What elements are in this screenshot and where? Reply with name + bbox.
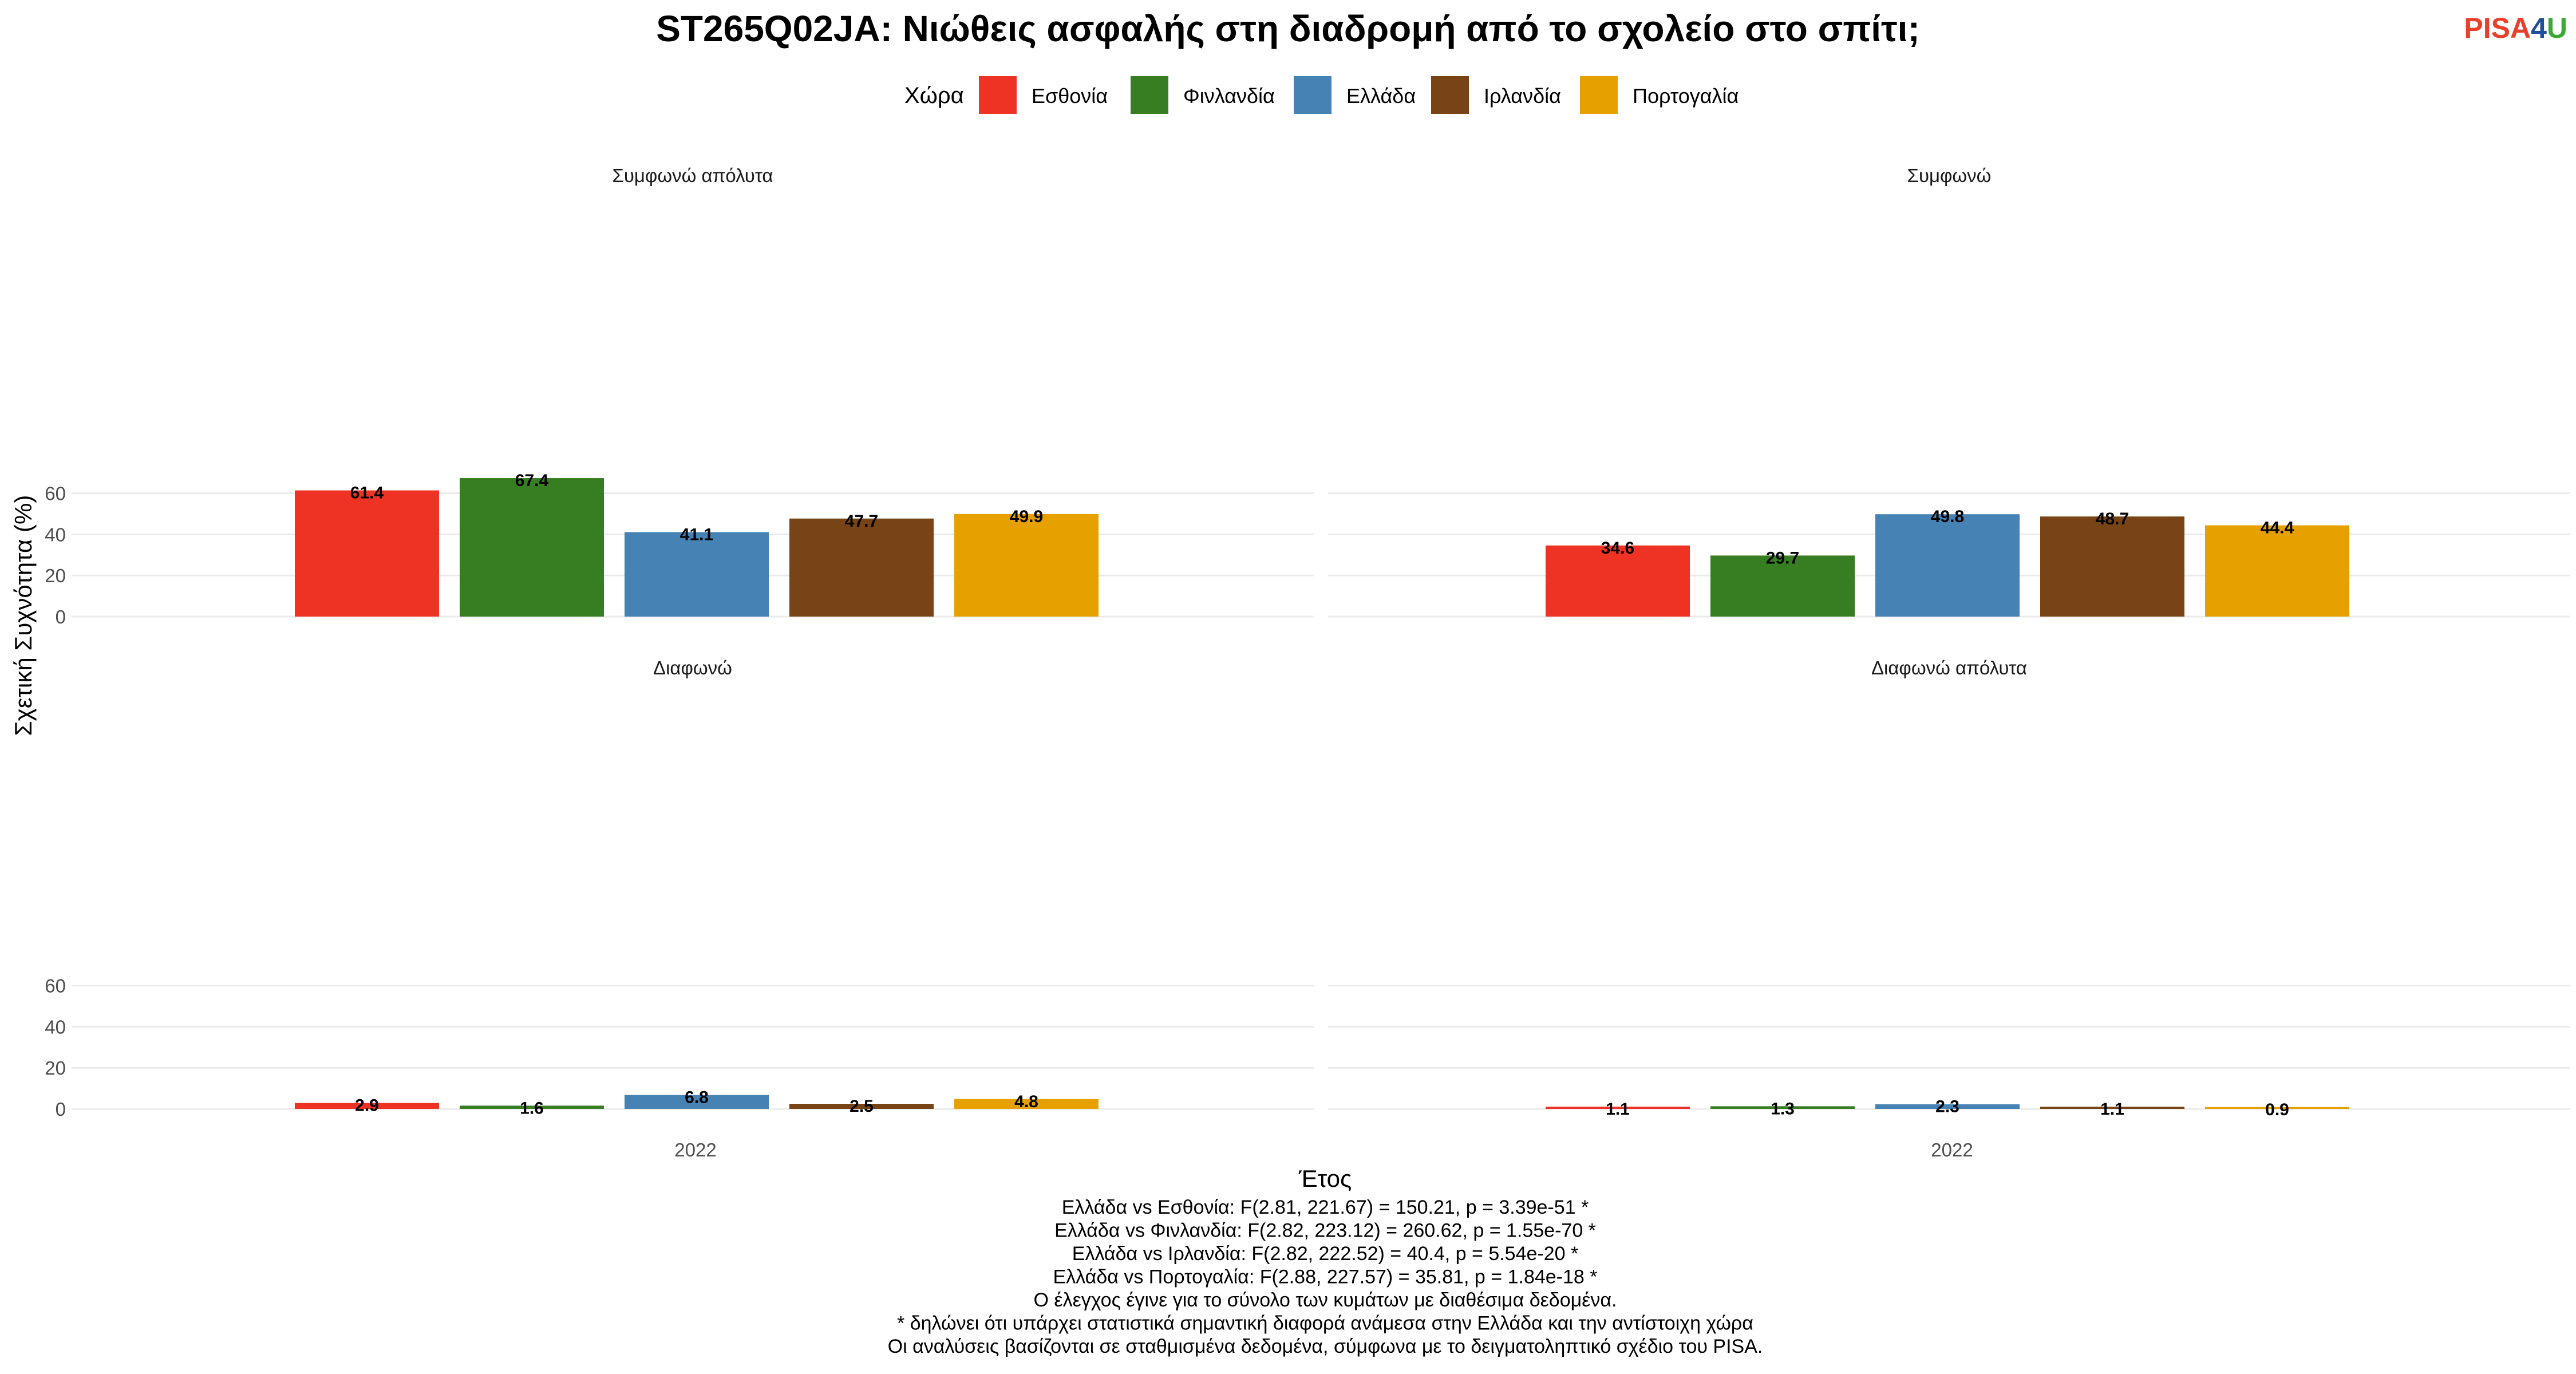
footnote-line: * δηλώνει ότι υπάρχει στατιστικά σημαντι… bbox=[897, 1313, 1753, 1334]
y-axis-title: Σχετική Συχνότητα (%) bbox=[10, 495, 37, 736]
bar bbox=[1546, 1107, 1690, 1109]
bar bbox=[789, 518, 934, 617]
legend-label: Φινλανδία bbox=[1183, 84, 1275, 108]
footnote-line: Ελλάδα vs Φινλανδία: F(2.82, 223.12) = 2… bbox=[1054, 1220, 1596, 1242]
y-tick-label: 40 bbox=[45, 524, 66, 545]
bar-value-label: 34.6 bbox=[1601, 539, 1634, 558]
legend-label: Ιρλανδία bbox=[1484, 84, 1561, 108]
facet-panels: 0 20 40 60 Συμφωνώ απόλυτα 61.4 67.4 41.1 47.7 49… bbox=[45, 165, 2570, 1160]
facet-panel: Διαφωνώ απόλυτα 1.1 1.3 2.3 1.1 0.9 2022 bbox=[1328, 657, 2570, 1160]
bar-value-label: 49.9 bbox=[1010, 507, 1043, 526]
x-axis-title: Έτος bbox=[1298, 1165, 1352, 1192]
bar-value-label: 2.9 bbox=[355, 1096, 379, 1115]
legend-title: Χώρα bbox=[904, 83, 964, 108]
bar bbox=[1710, 1106, 1855, 1109]
y-tick-label: 0 bbox=[56, 1099, 66, 1120]
bar-value-label: 0.9 bbox=[2265, 1100, 2289, 1119]
bar bbox=[1710, 555, 1855, 617]
legend-key bbox=[1580, 76, 1618, 114]
bar bbox=[2040, 1107, 2184, 1109]
y-tick-label: 20 bbox=[45, 1057, 66, 1079]
legend-label: Εσθονία bbox=[1032, 84, 1108, 108]
bar-value-label: 41.1 bbox=[680, 525, 713, 544]
bar-value-label: 44.4 bbox=[2261, 519, 2294, 538]
facet-strip-label: Συμφωνώ bbox=[1907, 165, 1992, 186]
bar-value-label: 29.7 bbox=[1766, 548, 1799, 567]
footnote-line: Ελλάδα vs Εσθονία: F(2.81, 221.67) = 150… bbox=[1062, 1197, 1589, 1218]
facet-panel: 0 20 40 60 Διαφωνώ 2.9 1.6 6.8 2.5 4.8 2022 bbox=[45, 657, 1314, 1160]
bar bbox=[2040, 516, 2184, 617]
bar bbox=[460, 1105, 604, 1109]
bar bbox=[460, 478, 604, 617]
bar-value-label: 1.6 bbox=[520, 1099, 544, 1118]
bar-value-label: 1.1 bbox=[2100, 1100, 2124, 1119]
legend-key bbox=[1294, 76, 1332, 114]
legend-label: Πορτογαλία bbox=[1633, 84, 1739, 108]
legend: Χώρα Εσθονία Φινλανδία Ελλάδα Ιρλανδία Πορτο… bbox=[904, 76, 1739, 114]
logo-part-4: 4 bbox=[2531, 12, 2547, 44]
bar bbox=[625, 532, 769, 617]
bar-value-label: 6.8 bbox=[685, 1088, 709, 1107]
facet-strip-label: Συμφωνώ απόλυτα bbox=[612, 165, 773, 186]
y-tick-label: 0 bbox=[56, 606, 66, 627]
bar bbox=[789, 1104, 934, 1109]
y-tick-label: 40 bbox=[45, 1016, 66, 1037]
y-tick-label: 20 bbox=[45, 565, 66, 586]
bar bbox=[1875, 514, 2020, 617]
bar bbox=[1546, 545, 1690, 617]
logo-part-u: U bbox=[2547, 12, 2567, 44]
bar-value-label: 47.7 bbox=[845, 512, 878, 531]
x-tick-label: 2022 bbox=[674, 1139, 716, 1160]
bar-value-label: 4.8 bbox=[1014, 1092, 1038, 1111]
bar bbox=[2205, 525, 2349, 617]
bar bbox=[1875, 1104, 2020, 1109]
bar-value-label: 2.5 bbox=[850, 1097, 874, 1116]
bar-value-label: 1.1 bbox=[1606, 1100, 1630, 1119]
legend-key bbox=[1131, 76, 1168, 114]
footnote-line: Οι αναλύσεις βασίζονται σε σταθμισμένα δ… bbox=[888, 1336, 1763, 1357]
y-tick-label: 60 bbox=[45, 483, 66, 504]
legend-key bbox=[1431, 76, 1469, 114]
bar bbox=[2205, 1107, 2349, 1109]
bar bbox=[954, 1099, 1099, 1109]
legend-key bbox=[979, 76, 1017, 114]
bar bbox=[954, 514, 1099, 617]
bar-value-label: 48.7 bbox=[2096, 510, 2129, 528]
bar-value-label: 61.4 bbox=[350, 484, 384, 503]
bar bbox=[295, 490, 439, 617]
footnote-line: Ο έλεγχος έγινε για το σύνολο των κυμάτω… bbox=[1034, 1289, 1617, 1311]
pisa4u-logo: PISA4U bbox=[2464, 12, 2567, 44]
bar-value-label: 49.8 bbox=[1931, 507, 1964, 526]
facet-panel: 0 20 40 60 Συμφωνώ απόλυτα 61.4 67.4 41.1 47.7 49… bbox=[45, 165, 1314, 627]
footnote-line: Ελλάδα vs Ιρλανδία: F(2.82, 222.52) = 40… bbox=[1072, 1243, 1578, 1265]
facet-panel: Συμφωνώ 34.6 29.7 49.8 48.7 44.4 bbox=[1328, 165, 2570, 618]
legend-label: Ελλάδα bbox=[1346, 84, 1416, 108]
bar bbox=[295, 1103, 439, 1109]
bar-value-label: 67.4 bbox=[515, 471, 549, 490]
footnotes: Ελλάδα vs Εσθονία: F(2.81, 221.67) = 150… bbox=[888, 1197, 1763, 1357]
chart-title: ST265Q02JA: Νιώθεις ασφαλής στη διαδρομή… bbox=[656, 8, 1920, 49]
logo-part-pisa: PISA bbox=[2464, 12, 2531, 44]
facet-strip-label: Διαφωνώ bbox=[653, 657, 732, 678]
x-tick-label: 2022 bbox=[1931, 1139, 1973, 1160]
bar bbox=[625, 1095, 769, 1109]
facet-strip-label: Διαφωνώ απόλυτα bbox=[1871, 657, 2027, 678]
bar-value-label: 1.3 bbox=[1771, 1099, 1795, 1118]
bar-value-label: 2.3 bbox=[1935, 1097, 1959, 1116]
y-tick-label: 60 bbox=[45, 976, 66, 997]
footnote-line: Ελλάδα vs Πορτογαλία: F(2.88, 227.57) = … bbox=[1053, 1266, 1598, 1288]
